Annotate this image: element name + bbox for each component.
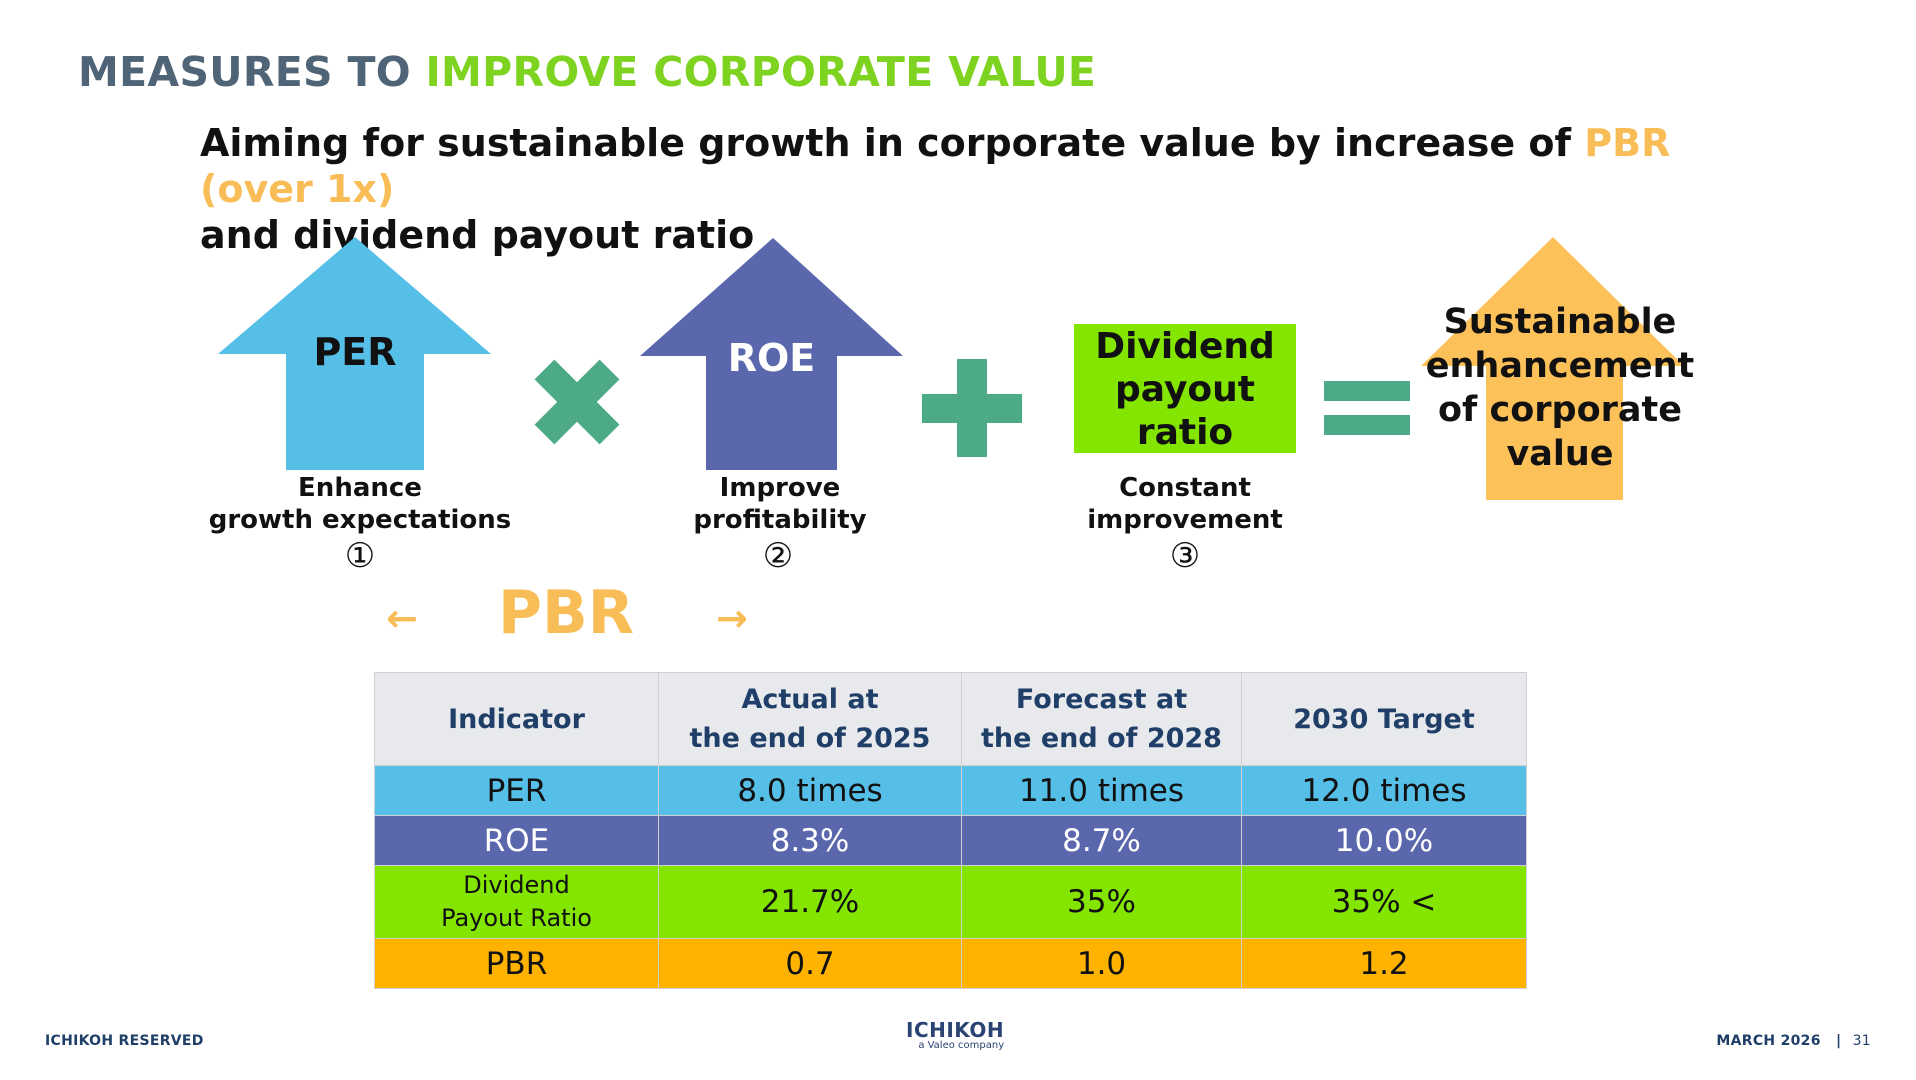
roe-caption-line2: profitability bbox=[693, 505, 867, 535]
dividend-target: 35% < bbox=[1241, 865, 1527, 939]
table-row-per: PER 8.0 times 11.0 times 12.0 times bbox=[374, 765, 1527, 816]
pbr-actual: 0.7 bbox=[658, 938, 962, 989]
logo-subtext: a Valeo company bbox=[918, 1040, 1005, 1051]
result-label: Sustainable enhancement of corporate val… bbox=[1388, 300, 1732, 476]
table-header-row: Indicator Actual at the end of 2025 Fore… bbox=[374, 672, 1527, 766]
table-row-pbr: PBR 0.7 1.0 1.2 bbox=[374, 938, 1527, 989]
dividend-name-line1: Dividend bbox=[463, 871, 570, 899]
footer-date: MARCH 2026 bbox=[1716, 1033, 1821, 1049]
dividend-caption-line2: improvement bbox=[1087, 505, 1283, 535]
multiply-icon bbox=[534, 359, 620, 445]
roe-target: 10.0% bbox=[1241, 815, 1527, 866]
equals-icon bbox=[1324, 381, 1410, 435]
subtitle-line2: and dividend payout ratio bbox=[200, 213, 755, 257]
table-row-roe: ROE 8.3% 8.7% 10.0% bbox=[374, 815, 1527, 866]
pbr-label: PBR bbox=[498, 578, 634, 648]
dividend-name: Dividend Payout Ratio bbox=[374, 865, 659, 939]
number-3: ③ bbox=[1169, 536, 1201, 576]
logo-text: ICHIKOH bbox=[906, 1018, 1005, 1042]
header-actual-line1: Actual at bbox=[741, 684, 879, 715]
company-logo: ICHIKOH a Valeo company bbox=[906, 1018, 1004, 1051]
footer-date-page: MARCH 2026 | 31 bbox=[1716, 1033, 1871, 1049]
dividend-line2: payout bbox=[1115, 369, 1255, 410]
dividend-line1: Dividend bbox=[1095, 326, 1275, 367]
table-row-dividend: Dividend Payout Ratio 21.7% 35% 35% < bbox=[374, 865, 1527, 939]
roe-arrow bbox=[640, 238, 903, 470]
dividend-caption-line1: Constant bbox=[1119, 473, 1251, 503]
dividend-box bbox=[1074, 324, 1296, 453]
per-actual: 8.0 times bbox=[658, 765, 962, 816]
pbr-left-arrow-icon: ← bbox=[386, 596, 418, 640]
subtitle-prefix: Aiming for sustainable growth in corpora… bbox=[200, 121, 1572, 165]
result-line3: of corporate bbox=[1438, 390, 1682, 430]
per-caption-line1: Enhance bbox=[298, 473, 422, 503]
roe-forecast: 8.7% bbox=[961, 815, 1242, 866]
dividend-line3: ratio bbox=[1136, 412, 1234, 453]
slide-title: MEASURES TO IMPROVE CORPORATE VALUE bbox=[78, 48, 1096, 96]
result-line1: Sustainable bbox=[1443, 302, 1677, 342]
header-indicator: Indicator bbox=[374, 672, 659, 766]
dividend-name-line2: Payout Ratio bbox=[441, 904, 592, 932]
roe-name: ROE bbox=[374, 815, 659, 866]
number-1: ① bbox=[344, 536, 376, 576]
per-name: PER bbox=[374, 765, 659, 816]
subtitle-highlight: PBR (over 1x) bbox=[200, 121, 1671, 211]
result-line4: value bbox=[1506, 434, 1614, 474]
header-actual-2025: Actual at the end of 2025 bbox=[658, 672, 962, 766]
roe-caption-line1: Improve bbox=[719, 473, 841, 503]
result-line2: enhancement bbox=[1425, 346, 1695, 386]
roe-arrow-label: ROE bbox=[727, 336, 816, 380]
per-target: 12.0 times bbox=[1241, 765, 1527, 816]
roe-caption: Improve profitability bbox=[660, 472, 900, 536]
formula-diagram bbox=[218, 237, 1684, 500]
page-number: 31 bbox=[1852, 1033, 1871, 1049]
dividend-actual: 21.7% bbox=[658, 865, 962, 939]
plus-icon bbox=[922, 359, 1022, 457]
roe-actual: 8.3% bbox=[658, 815, 962, 866]
header-actual-line2: the end of 2025 bbox=[689, 723, 931, 754]
header-forecast-2028: Forecast at the end of 2028 bbox=[961, 672, 1242, 766]
dividend-box-label: Dividend payout ratio bbox=[1074, 325, 1296, 454]
per-arrow bbox=[218, 237, 491, 470]
dividend-forecast: 35% bbox=[961, 865, 1242, 939]
slide-subtitle: Aiming for sustainable growth in corpora… bbox=[200, 120, 1760, 258]
header-forecast-line1: Forecast at bbox=[1015, 684, 1188, 715]
slide-title-part1: MEASURES TO bbox=[78, 48, 411, 96]
slide-title-part2: IMPROVE CORPORATE VALUE bbox=[425, 48, 1097, 96]
header-target-2030: 2030 Target bbox=[1241, 672, 1527, 766]
number-2: ② bbox=[762, 536, 794, 576]
header-forecast-line2: the end of 2028 bbox=[981, 723, 1222, 754]
pbr-name: PBR bbox=[374, 938, 659, 989]
pbr-target: 1.2 bbox=[1241, 938, 1527, 989]
result-arrow bbox=[1421, 237, 1684, 500]
pbr-right-arrow-icon: → bbox=[716, 596, 748, 640]
per-caption-line2: growth expectations bbox=[208, 505, 512, 535]
footer-separator: | bbox=[1835, 1033, 1842, 1049]
pbr-forecast: 1.0 bbox=[961, 938, 1242, 989]
dividend-caption: Constant improvement bbox=[1065, 472, 1305, 536]
footer-copyright: ICHIKOH RESERVED bbox=[45, 1033, 204, 1049]
per-forecast: 11.0 times bbox=[961, 765, 1242, 816]
indicator-table: Indicator Actual at the end of 2025 Fore… bbox=[374, 672, 1527, 989]
per-arrow-label: PER bbox=[313, 330, 397, 374]
per-caption: Enhance growth expectations bbox=[200, 472, 520, 536]
